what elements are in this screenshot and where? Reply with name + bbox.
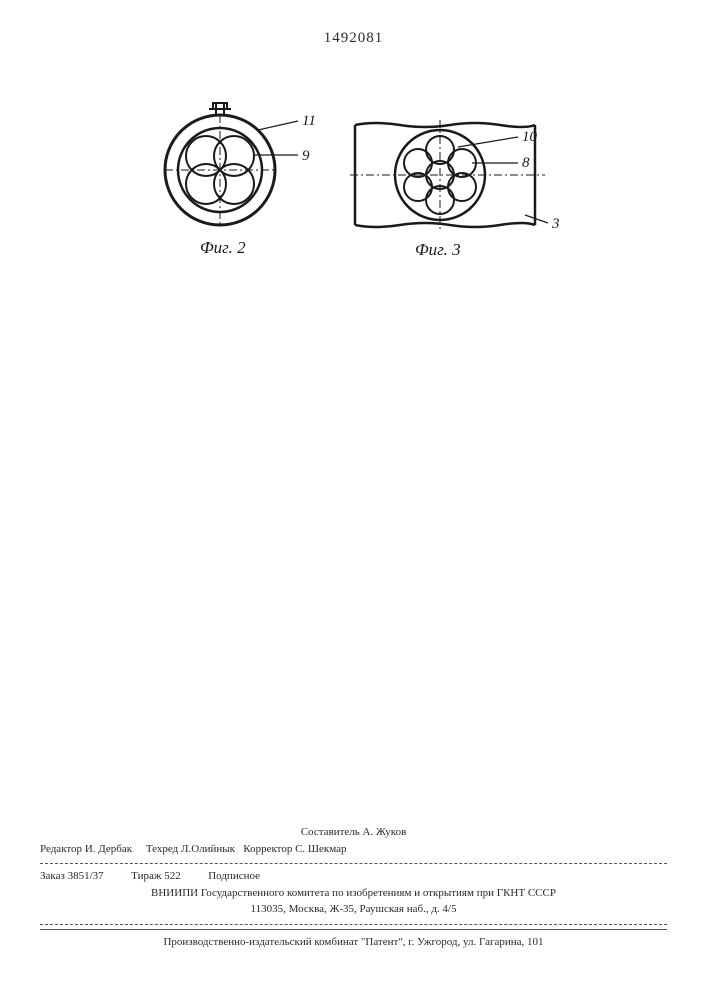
compiler-name: А. Жуков	[363, 826, 407, 838]
compiler-label: Составитель	[301, 826, 360, 838]
footer-block: Составитель А. Жуков Редактор И. Дербак …	[40, 824, 667, 950]
fig3-caption: Фиг. 3	[415, 240, 461, 259]
figure-2: 11 9	[165, 103, 316, 225]
corrector-name: С. Шекмар	[295, 841, 346, 858]
patent-number: 1492081	[324, 30, 384, 47]
corrector-label: Корректор	[243, 841, 292, 858]
fig2-caption: Фиг. 2	[200, 238, 246, 257]
subscription: Подписное	[208, 868, 260, 885]
label-8: 8	[522, 155, 530, 171]
editor-name: И. Дербак	[85, 841, 132, 858]
label-9: 9	[302, 148, 310, 164]
publisher-line: Производственно-издательский комбинат "П…	[40, 934, 667, 951]
figures-svg: 11 9 Фиг. 2 10 8 3 Фиг. 3	[0, 75, 707, 285]
compiler-line: Составитель А. Жуков	[40, 824, 667, 841]
techred-label: Техред	[146, 841, 178, 858]
order-label: Заказ	[40, 868, 65, 885]
address1: 113035, Москва, Ж-35, Раушская наб., д. …	[40, 901, 667, 918]
tirazh-value: 522	[164, 868, 181, 885]
editor-label: Редактор	[40, 841, 82, 858]
techred-name: Л.Олийнык	[181, 841, 235, 858]
figure-3: 10 8 3	[350, 120, 560, 232]
order-value: 3851/37	[68, 868, 104, 885]
label-3: 3	[551, 216, 560, 232]
label-11: 11	[302, 113, 316, 129]
tirazh-label: Тираж	[131, 868, 161, 885]
credits-line: Редактор И. Дербак Техред Л.Олийнык Корр…	[40, 841, 667, 858]
vniipi-line: ВНИИПИ Государственного комитета по изоб…	[40, 885, 667, 902]
label-10: 10	[522, 129, 538, 145]
order-line: Заказ 3851/37 Тираж 522 Подписное	[40, 868, 667, 885]
